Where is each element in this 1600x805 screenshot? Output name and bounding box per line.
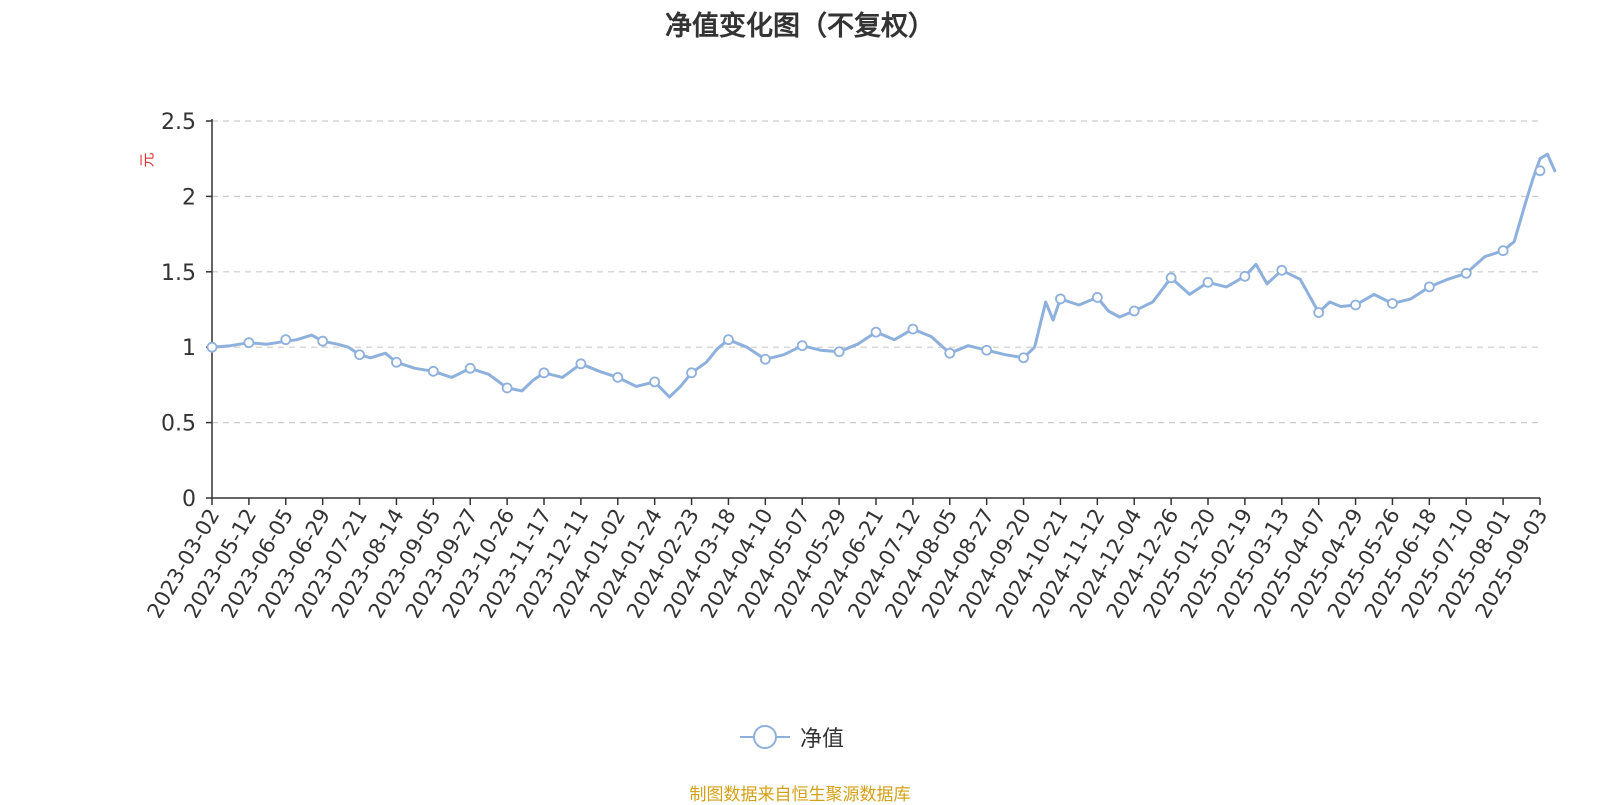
series-line-净值 — [210, 152, 1557, 399]
data-point — [1387, 298, 1398, 309]
data-point — [944, 347, 956, 359]
chart-title: 净值变化图（不复权） — [665, 11, 935, 42]
grid-lines — [212, 120, 1540, 424]
data-point — [1313, 307, 1325, 318]
data-point — [759, 353, 771, 365]
y-tick-label: 0.5 — [161, 412, 196, 437]
data-point — [391, 356, 402, 368]
data-point — [1350, 299, 1361, 311]
data-point — [317, 335, 329, 347]
data-point — [1055, 293, 1066, 305]
data-point — [1460, 267, 1472, 279]
data-point — [907, 323, 919, 335]
y-tick-label: 0 — [182, 487, 196, 512]
data-point — [243, 337, 255, 349]
source-note: 制图数据来自恒生聚源数据库 — [689, 785, 911, 805]
data-point — [649, 376, 661, 388]
data-point — [612, 371, 624, 383]
data-point — [796, 340, 808, 352]
data-point — [723, 334, 734, 346]
data-point — [1091, 292, 1103, 303]
data-point — [575, 358, 587, 370]
data-point — [538, 367, 550, 379]
data-point — [1018, 352, 1029, 364]
series-markers — [206, 165, 1546, 394]
data-point — [1128, 305, 1140, 317]
y-tick-label: 1.5 — [161, 261, 196, 286]
data-point — [354, 349, 365, 361]
y-tick-labels: 0 0.5 1 1.5 2 2.5 — [161, 110, 196, 512]
y-tick-label: 2.5 — [161, 110, 196, 135]
axes — [206, 119, 1541, 505]
data-point — [1534, 165, 1546, 177]
legend-label: 净值 — [800, 727, 845, 752]
y-tick-label: 2 — [182, 185, 196, 210]
data-point — [427, 365, 439, 377]
data-point — [833, 346, 845, 358]
data-point — [501, 382, 513, 394]
legend-line-circle-icon — [740, 725, 790, 749]
x-tick-labels: 2023-03-022023-05-122023-06-052023-06-29… — [143, 505, 1553, 623]
data-point — [1497, 245, 1509, 257]
data-point — [981, 344, 993, 356]
data-point — [1202, 276, 1214, 288]
data-point — [464, 362, 476, 374]
y-axis-label: 元 — [138, 152, 156, 167]
legend[interactable]: 净值 — [740, 722, 844, 752]
data-point — [1423, 281, 1435, 293]
data-point — [1239, 270, 1251, 282]
data-point — [280, 334, 292, 346]
data-point — [1165, 272, 1177, 284]
data-point — [686, 367, 697, 379]
data-point — [870, 326, 882, 338]
data-point — [1276, 264, 1288, 276]
data-point — [206, 341, 218, 353]
y-tick-label: 1 — [182, 336, 196, 361]
